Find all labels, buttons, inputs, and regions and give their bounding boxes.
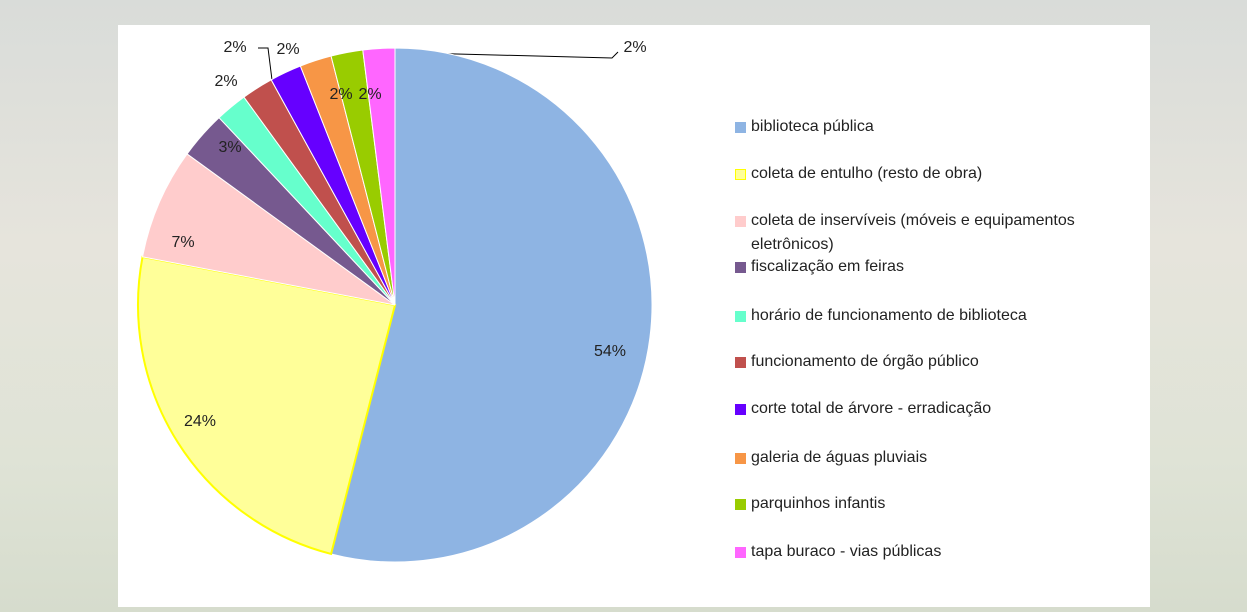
legend-item: coleta de entulho (resto de obra) bbox=[735, 162, 1121, 186]
legend-swatch bbox=[735, 311, 746, 322]
legend-swatch bbox=[735, 404, 746, 415]
legend-label: corte total de árvore - erradicação bbox=[751, 400, 992, 417]
legend-swatch bbox=[735, 547, 746, 558]
legend-item: fiscalização em feiras bbox=[735, 255, 1121, 279]
pie-slice bbox=[330, 47, 653, 563]
legend-item: tapa buraco - vias públicas bbox=[735, 540, 1121, 564]
legend-item: galeria de águas pluviais bbox=[735, 446, 1121, 470]
legend-label: funcionamento de órgão público bbox=[751, 353, 979, 370]
pie-slice bbox=[141, 153, 396, 306]
legend-swatch bbox=[735, 499, 746, 510]
data-label: 3% bbox=[218, 139, 241, 156]
legend-swatch bbox=[735, 169, 746, 180]
data-label: 7% bbox=[171, 234, 194, 251]
data-label: 2% bbox=[223, 39, 246, 56]
data-label: 2% bbox=[358, 86, 381, 103]
pie-slice bbox=[137, 255, 397, 556]
legend-label: tapa buraco - vias públicas bbox=[751, 543, 942, 560]
legend-item: corte total de árvore - erradicação bbox=[735, 397, 1121, 421]
legend-label: coleta de inservíveis (móveis e equipame… bbox=[751, 212, 1075, 253]
legend-item: biblioteca pública bbox=[735, 115, 1121, 139]
legend-swatch bbox=[735, 216, 746, 227]
legend-swatch bbox=[735, 262, 746, 273]
data-label: 54% bbox=[594, 343, 626, 360]
legend-item: funcionamento de órgão público bbox=[735, 350, 1121, 374]
legend-swatch bbox=[735, 357, 746, 368]
legend-swatch bbox=[735, 453, 746, 464]
legend-label: fiscalização em feiras bbox=[751, 258, 904, 275]
legend-item: coleta de inservíveis (móveis e equipame… bbox=[735, 209, 1121, 257]
data-label: 24% bbox=[184, 413, 216, 430]
legend-label: parquinhos infantis bbox=[751, 495, 886, 512]
legend-label: coleta de entulho (resto de obra) bbox=[751, 165, 983, 182]
leader-line bbox=[380, 51, 619, 59]
data-label: 2% bbox=[276, 41, 299, 58]
pie-slice bbox=[362, 47, 396, 306]
leader-line bbox=[258, 47, 273, 81]
legend-label: galeria de águas pluviais bbox=[751, 449, 928, 466]
data-label: 2% bbox=[623, 39, 646, 56]
legend-swatch bbox=[735, 122, 746, 133]
data-label: 2% bbox=[214, 73, 237, 90]
legend-item: parquinhos infantis bbox=[735, 492, 1121, 516]
legend-item: horário de funcionamento de biblioteca bbox=[735, 304, 1121, 328]
legend-label: biblioteca pública bbox=[751, 118, 874, 135]
legend-label: horário de funcionamento de biblioteca bbox=[751, 307, 1027, 324]
data-label: 2% bbox=[329, 86, 352, 103]
